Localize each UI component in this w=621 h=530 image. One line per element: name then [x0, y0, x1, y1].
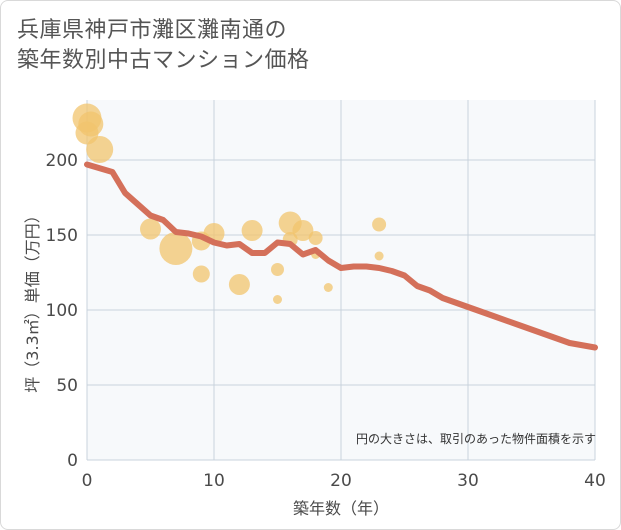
trend-line	[84, 161, 598, 351]
bubble	[372, 217, 387, 232]
bubble	[308, 231, 323, 245]
y-tick-label: 150	[46, 226, 78, 246]
x-tick-labels: 0 10 20 30 40	[82, 471, 606, 491]
y-axis-label: 坪（3.3㎡）単価（万円）	[23, 207, 42, 392]
chart-title: 兵庫県神戸市灘区灘南通の 築年数別中古マンション価格	[17, 16, 310, 76]
y-tick-label: 50	[56, 376, 78, 396]
bubble	[323, 283, 333, 292]
chart-title-line-2: 築年数別中古マンション価格	[17, 48, 310, 73]
x-tick-label: 20	[330, 471, 352, 491]
bubble	[374, 251, 384, 261]
y-tick-label: 0	[67, 451, 78, 471]
y-tick-label: 200	[46, 151, 78, 171]
y-tick-labels: 0 50 100 150 200	[46, 151, 78, 471]
bubble	[140, 218, 161, 240]
chart-title-line-1: 兵庫県神戸市灘区灘南通の	[17, 18, 288, 43]
bubble	[228, 274, 250, 295]
size-note: 円の大きさは、取引のあった物件面積を示す	[356, 431, 596, 446]
x-tick-label: 10	[203, 471, 225, 491]
bubble	[271, 263, 284, 276]
x-axis-label: 築年数（年）	[293, 499, 389, 518]
bubble	[192, 265, 210, 283]
bubble	[273, 295, 282, 304]
bubble	[78, 111, 104, 137]
y-tick-label: 100	[46, 301, 78, 321]
x-tick-label: 40	[584, 471, 606, 491]
bubble	[292, 220, 314, 241]
x-tick-label: 0	[82, 471, 93, 491]
x-tick-label: 30	[457, 471, 479, 491]
bubble	[159, 232, 193, 265]
bubble	[86, 136, 114, 163]
bubble	[241, 220, 263, 241]
